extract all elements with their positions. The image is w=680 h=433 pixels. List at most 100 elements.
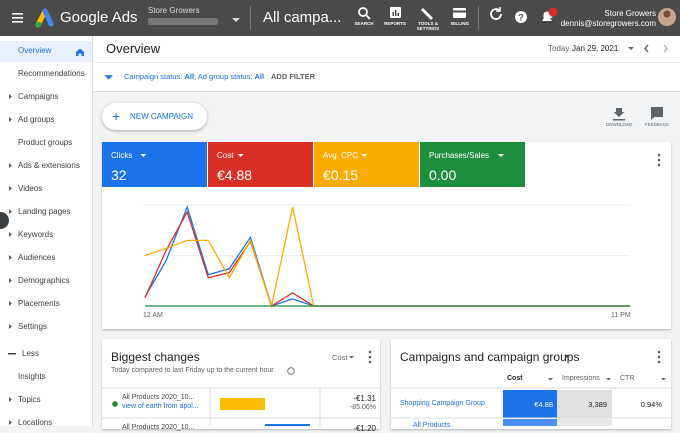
sidebar-item[interactable]: Placements (18, 299, 60, 308)
action-label[interactable]: REPORTS (384, 21, 406, 26)
metric-value: €0.15 (323, 167, 359, 183)
new-campaign-label: NEW CAMPAIGN (130, 112, 193, 121)
metric-tile[interactable] (314, 142, 419, 187)
more-dot (657, 350, 661, 354)
logo (35, 8, 54, 28)
filter-icon[interactable]: ⏷ (104, 70, 114, 84)
action-label[interactable]: SEARCH (354, 21, 374, 26)
overview-title: Overview (106, 41, 161, 56)
metric-caret (498, 154, 504, 157)
download-label[interactable]: DOWNLOAD (605, 122, 633, 127)
tools-icon[interactable] (421, 8, 433, 20)
home-icon (76, 48, 84, 56)
menu-icon[interactable] (12, 13, 23, 23)
sidebar-item[interactable]: Ads & extensions (18, 161, 80, 170)
status-dot (112, 401, 118, 407)
metric-tile[interactable] (208, 142, 313, 187)
feedback-icon (651, 107, 663, 120)
account-caret[interactable] (232, 18, 240, 22)
sidebar-item[interactable]: Videos (18, 184, 43, 193)
cell: 3,389 (588, 400, 607, 409)
row-name[interactable]: All Products 2020_10... (122, 424, 195, 431)
row-name[interactable]: All Products 2020_10... (122, 394, 195, 401)
metric-tile[interactable] (102, 142, 207, 187)
x-axis-label: 12 AM (143, 312, 163, 319)
feedback-label[interactable]: FEEDBACK (644, 122, 670, 127)
metric-tile[interactable] (420, 142, 525, 187)
billing-icon[interactable] (453, 8, 466, 18)
expand-arrow (9, 324, 12, 329)
sidebar-item[interactable]: Landing pages (18, 207, 71, 216)
filter-label: ; Ad group status: (194, 72, 255, 81)
sidebar-item[interactable]: Audiences (18, 253, 56, 262)
help-glyph: ? (518, 13, 524, 23)
row-detail[interactable]: view of earth from apol... (122, 403, 199, 410)
metric-label: Avg. CPC (323, 151, 358, 160)
cost-cell (503, 419, 557, 426)
new-campaign-button[interactable] (102, 103, 207, 130)
account-id-masked (148, 18, 218, 25)
metric-caret (237, 154, 244, 157)
action-label[interactable]: BILLING (451, 21, 469, 26)
column-header[interactable]: CTR (620, 375, 635, 382)
sidebar-item[interactable]: Recommendations (18, 69, 85, 78)
collapse-button[interactable] (0, 212, 9, 229)
sort-caret (661, 378, 666, 381)
reports-icon[interactable] (390, 7, 401, 18)
impressions-cell (557, 419, 612, 426)
more-dot (657, 158, 661, 162)
page-title[interactable]: All campa... (263, 9, 342, 26)
more-dot (368, 360, 372, 364)
expand-arrow (9, 420, 12, 425)
expand-arrow (9, 397, 12, 402)
expand-arrow (9, 255, 12, 260)
sidebar-item[interactable]: Demographics (18, 276, 70, 285)
refresh-icon[interactable] (490, 7, 502, 20)
sort-caret (606, 378, 611, 381)
metric-caret (140, 154, 147, 157)
date-picker[interactable]: Jan 29, 2021 (572, 44, 619, 53)
biggest-changes-title: Biggest changes (111, 350, 200, 364)
sidebar-item[interactable]: Ad groups (18, 115, 55, 124)
expand-arrow (9, 186, 12, 191)
sidebar-item[interactable]: Overview (18, 46, 52, 55)
expand-arrow (9, 94, 12, 99)
download-icon (613, 108, 625, 121)
action-label[interactable]: TOOLS & SETTINGS (416, 21, 440, 31)
sidebar-item[interactable]: Product groups (18, 138, 73, 147)
sidebar-item[interactable]: Campaigns (18, 92, 59, 101)
row-change: -85.06% (349, 404, 376, 411)
sidebar-item[interactable]: Settings (18, 322, 47, 331)
sidebar-item[interactable]: Topics (18, 395, 41, 404)
overview-header (93, 36, 680, 92)
column-header[interactable]: Cost (507, 375, 523, 382)
sidebar-item[interactable]: Keywords (18, 230, 54, 239)
help-icon[interactable] (515, 11, 527, 23)
collapse-bar (8, 353, 16, 355)
metric-dropdown[interactable]: Cost (332, 353, 348, 362)
sidebar-item[interactable]: Locations (18, 418, 53, 427)
x-axis-label: 11 PM (611, 312, 631, 319)
metric-value: 32 (111, 167, 127, 183)
title-caret (564, 355, 570, 358)
filter-summary[interactable]: Campaign status: All; Ad group status: A… (124, 72, 264, 81)
sidebar-item[interactable]: Insights (18, 372, 46, 381)
expand-arrow (9, 117, 12, 122)
more-dot (368, 350, 372, 354)
column-header[interactable]: Impressions (562, 375, 600, 382)
divider (93, 62, 680, 63)
account-name[interactable]: Store Growers (148, 6, 200, 15)
sidebar-toggle[interactable]: Less (22, 349, 39, 358)
selected-item-bg (0, 41, 92, 62)
metric-caret (349, 356, 354, 359)
sidebar (0, 36, 93, 426)
add-filter[interactable]: ADD FILTER (271, 72, 316, 81)
expand-arrow (9, 209, 12, 214)
cost-cell (503, 390, 557, 418)
info-icon (287, 367, 295, 375)
campaign-name[interactable]: Shopping Campaign Group (400, 400, 485, 407)
row-value: -€1.20 (353, 424, 376, 433)
search-icon[interactable] (358, 7, 371, 20)
